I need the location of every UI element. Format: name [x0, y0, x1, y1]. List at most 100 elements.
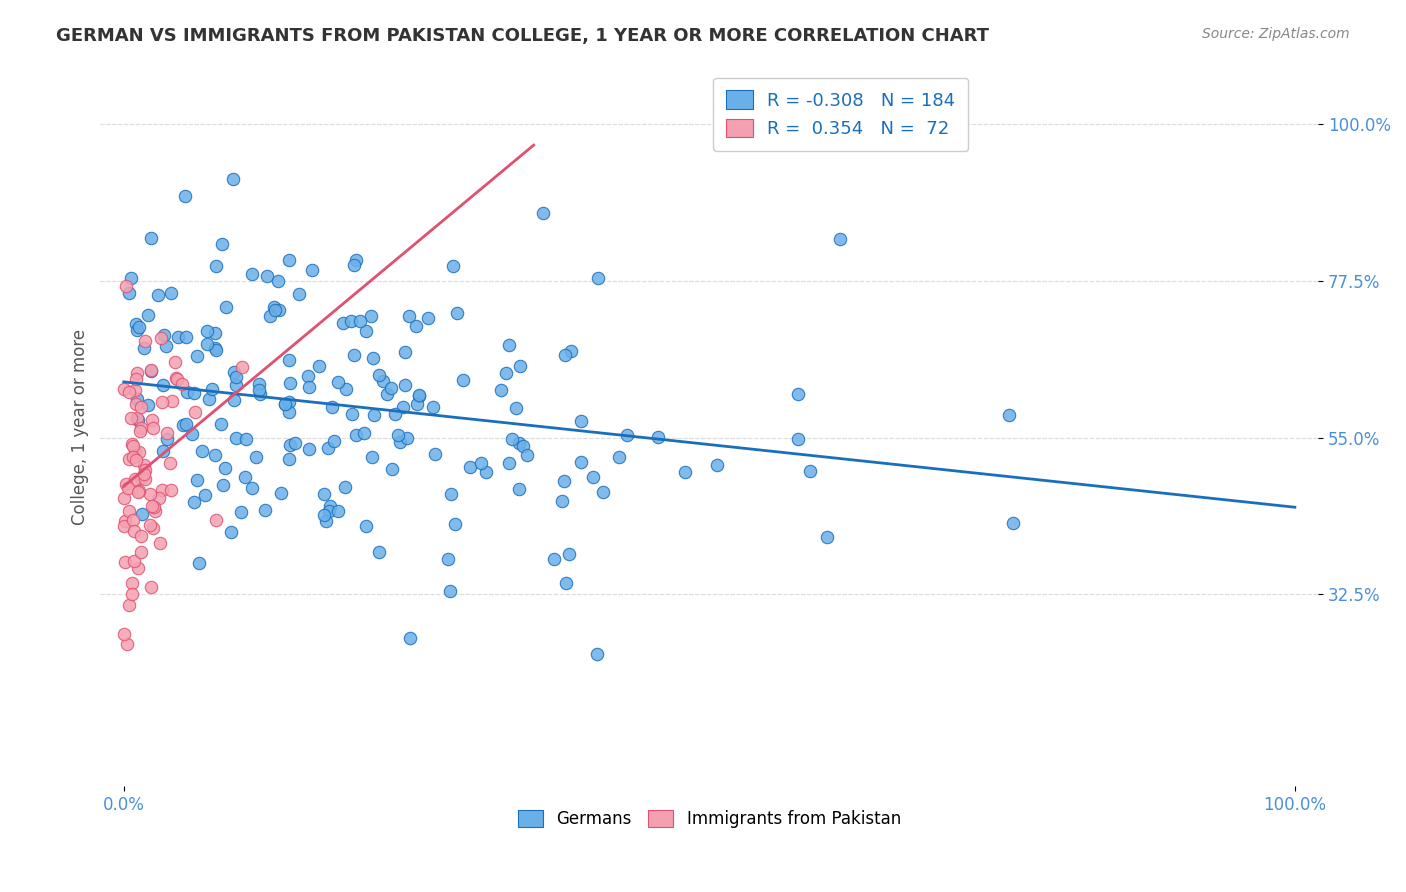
Germans: [204, 342, 226, 356]
Germans: [326, 504, 349, 518]
Germans: [555, 576, 578, 591]
Germans: [308, 359, 330, 373]
Germans: [416, 310, 439, 325]
Immigrants from Pakistan: [114, 278, 136, 293]
Germans: [267, 274, 290, 288]
Germans: [333, 480, 356, 494]
Germans: [314, 508, 336, 522]
Immigrants from Pakistan: [124, 472, 146, 486]
Germans: [254, 503, 277, 517]
Germans: [172, 418, 194, 433]
Immigrants from Pakistan: [114, 514, 136, 528]
Germans: [786, 386, 808, 401]
Germans: [205, 259, 228, 273]
Immigrants from Pakistan: [118, 385, 141, 400]
Germans: [441, 259, 464, 273]
Germans: [373, 374, 395, 388]
Germans: [554, 348, 576, 362]
Germans: [446, 306, 468, 320]
Immigrants from Pakistan: [121, 411, 143, 425]
Immigrants from Pakistan: [124, 443, 146, 458]
Immigrants from Pakistan: [125, 397, 148, 411]
Germans: [516, 449, 538, 463]
Germans: [278, 452, 301, 467]
Germans: [127, 413, 149, 427]
Immigrants from Pakistan: [142, 521, 165, 535]
Germans: [188, 556, 211, 570]
Germans: [153, 327, 176, 342]
Germans: [326, 376, 349, 390]
Germans: [159, 285, 181, 300]
Germans: [557, 547, 579, 561]
Germans: [340, 408, 363, 422]
Immigrants from Pakistan: [205, 513, 228, 527]
Germans: [394, 345, 416, 359]
Immigrants from Pakistan: [121, 576, 143, 591]
Germans: [509, 359, 531, 373]
Germans: [422, 400, 444, 414]
Immigrants from Pakistan: [112, 626, 135, 640]
Germans: [799, 464, 821, 478]
Germans: [201, 382, 224, 396]
Germans: [501, 432, 523, 446]
Germans: [444, 517, 467, 532]
Germans: [458, 459, 481, 474]
Immigrants from Pakistan: [139, 486, 162, 500]
Germans: [368, 368, 391, 383]
Immigrants from Pakistan: [128, 445, 150, 459]
Germans: [349, 314, 371, 328]
Immigrants from Pakistan: [165, 370, 187, 384]
Germans: [332, 316, 354, 330]
Immigrants from Pakistan: [124, 383, 146, 397]
Germans: [259, 310, 281, 324]
Immigrants from Pakistan: [132, 458, 155, 472]
Germans: [191, 444, 214, 458]
Germans: [152, 444, 174, 458]
Germans: [249, 383, 271, 397]
Germans: [314, 486, 336, 500]
Germans: [375, 386, 398, 401]
Immigrants from Pakistan: [159, 483, 181, 497]
Germans: [343, 348, 366, 362]
Germans: [204, 326, 226, 341]
Immigrants from Pakistan: [150, 483, 173, 497]
Immigrants from Pakistan: [121, 439, 143, 453]
Germans: [319, 499, 342, 513]
Germans: [183, 495, 205, 509]
Germans: [136, 308, 159, 322]
Germans: [489, 384, 512, 398]
Immigrants from Pakistan: [138, 518, 160, 533]
Immigrants from Pakistan: [132, 467, 155, 481]
Germans: [240, 482, 263, 496]
Immigrants from Pakistan: [115, 476, 138, 491]
Germans: [204, 343, 226, 358]
Germans: [405, 318, 427, 333]
Immigrants from Pakistan: [112, 491, 135, 505]
Text: GERMAN VS IMMIGRANTS FROM PAKISTAN COLLEGE, 1 YEAR OR MORE CORRELATION CHART: GERMAN VS IMMIGRANTS FROM PAKISTAN COLLE…: [56, 27, 990, 45]
Germans: [498, 338, 520, 352]
Immigrants from Pakistan: [162, 394, 184, 409]
Germans: [263, 300, 285, 314]
Germans: [586, 271, 609, 285]
Germans: [125, 317, 148, 331]
Germans: [274, 397, 297, 411]
Germans: [343, 258, 366, 272]
Germans: [134, 341, 156, 355]
Germans: [141, 231, 163, 245]
Germans: [174, 189, 197, 203]
Germans: [278, 438, 301, 452]
Immigrants from Pakistan: [131, 545, 153, 559]
Germans: [361, 351, 384, 365]
Germans: [394, 377, 416, 392]
Germans: [423, 447, 446, 461]
Germans: [125, 323, 148, 337]
Immigrants from Pakistan: [112, 382, 135, 396]
Legend: Germans, Immigrants from Pakistan: Germans, Immigrants from Pakistan: [512, 804, 907, 835]
Germans: [387, 427, 409, 442]
Immigrants from Pakistan: [114, 555, 136, 569]
Germans: [215, 300, 238, 314]
Germans: [354, 518, 377, 533]
Germans: [498, 456, 520, 470]
Immigrants from Pakistan: [143, 500, 166, 514]
Immigrants from Pakistan: [118, 504, 141, 518]
